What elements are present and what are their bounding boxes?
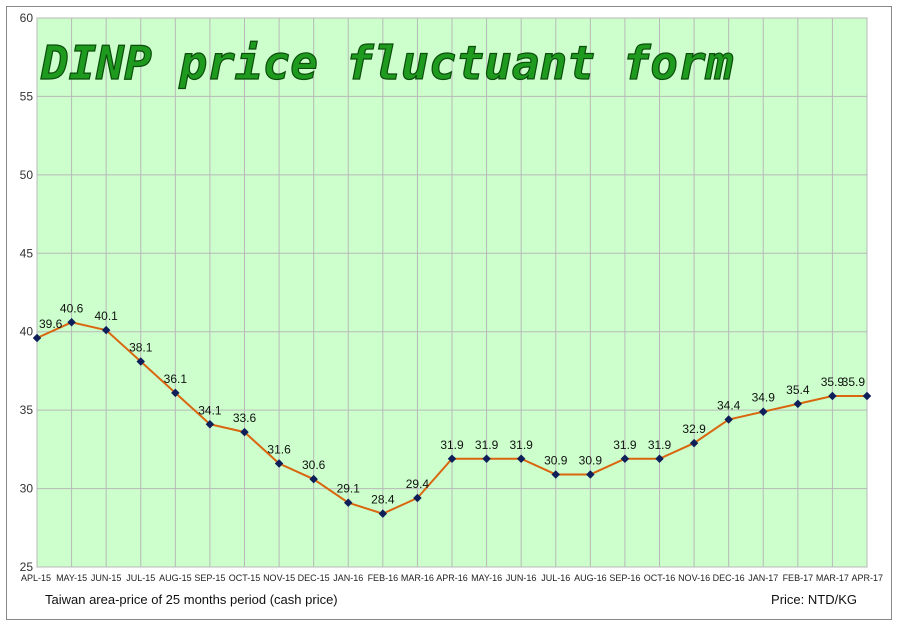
data-point <box>240 427 249 437</box>
x-tick-label: SEP-16 <box>609 573 640 583</box>
x-tick-label: APR-17 <box>851 573 883 583</box>
data-label: 35.4 <box>786 383 810 397</box>
x-tick-label: JUL-15 <box>126 573 155 583</box>
x-tick-label: DEC-16 <box>713 573 745 583</box>
chart-title: DINP price fluctuant form <box>40 36 734 90</box>
data-point <box>551 470 560 479</box>
data-label: 34.1 <box>198 403 222 417</box>
data-label: 35.9 <box>842 375 866 389</box>
data-point <box>828 391 837 401</box>
x-tick-label: JUN-16 <box>506 573 537 583</box>
x-tick-label: DEC-15 <box>298 573 330 583</box>
x-tick-label: FEB-17 <box>783 573 814 583</box>
x-tick-label: NOV-15 <box>263 573 295 583</box>
data-point <box>413 493 422 503</box>
data-point <box>274 459 284 468</box>
data-point <box>32 333 42 343</box>
y-tick-label: 25 <box>20 560 34 574</box>
x-tick-label: SEP-15 <box>194 573 225 583</box>
y-tick-label: 55 <box>20 89 34 103</box>
data-label: 34.9 <box>752 391 776 405</box>
x-axis-caption: Taiwan area-price of 25 months period (c… <box>45 592 338 607</box>
data-point <box>205 420 215 429</box>
y-tick-label: 50 <box>20 168 34 182</box>
x-tick-label: NOV-16 <box>678 573 710 583</box>
data-point <box>516 454 526 464</box>
x-tick-label: AUG-16 <box>574 573 607 583</box>
data-label: 28.4 <box>371 493 395 507</box>
x-tick-label: OCT-16 <box>644 573 676 583</box>
data-point <box>101 325 111 335</box>
data-points <box>32 318 872 518</box>
data-point <box>620 454 630 464</box>
data-label: 39.6 <box>39 317 63 331</box>
line-chart: 25 30 35 40 45 50 55 60 APL-15 MAY-15 JUN-15 JUL-1… <box>20 11 883 607</box>
data-label: 34.4 <box>717 399 741 413</box>
data-label: 35.9 <box>821 375 845 389</box>
data-label: 31.9 <box>440 438 464 452</box>
data-point <box>171 388 180 398</box>
data-label: 29.1 <box>337 482 361 496</box>
data-point <box>759 407 768 416</box>
data-label: 40.6 <box>60 301 84 315</box>
x-tick-label: AUG-15 <box>159 573 192 583</box>
data-label: 40.1 <box>94 309 118 323</box>
gridlines <box>36 17 868 568</box>
data-label: 31.9 <box>613 438 637 452</box>
x-tick-label: APL-15 <box>21 573 51 583</box>
data-label: 30.6 <box>302 458 326 472</box>
y-axis-ticks: 25 30 35 40 45 50 55 60 <box>20 11 34 574</box>
x-tick-label: FEB-16 <box>368 573 399 583</box>
x-tick-label: MAR-16 <box>401 573 434 583</box>
chart-frame: 25 30 35 40 45 50 55 60 APL-15 MAY-15 JUN-15 JUL-1… <box>6 6 892 620</box>
data-point <box>724 415 733 424</box>
x-tick-label: JUL-16 <box>541 573 570 583</box>
y-tick-label: 60 <box>20 11 34 25</box>
data-label: 30.9 <box>544 453 568 467</box>
x-tick-label: JAN-16 <box>333 573 363 583</box>
x-tick-label: MAY-15 <box>56 573 87 583</box>
data-label: 31.6 <box>267 442 291 456</box>
data-labels: 39.6 40.6 40.1 38.1 36.1 34.1 33.6 31.6 30.6 29.1… <box>39 301 865 506</box>
data-point <box>689 438 699 448</box>
x-tick-label: OCT-15 <box>229 573 261 583</box>
x-tick-label: APR-16 <box>436 573 468 583</box>
x-tick-label: JUN-15 <box>91 573 122 583</box>
data-point <box>136 357 145 366</box>
data-label: 31.9 <box>509 438 533 452</box>
y-tick-label: 35 <box>20 403 34 417</box>
data-label: 30.9 <box>579 453 603 467</box>
data-label: 31.9 <box>648 438 672 452</box>
data-point <box>447 454 457 464</box>
data-point <box>482 454 491 464</box>
x-tick-label: MAY-16 <box>471 573 502 583</box>
x-tick-label: MAR-17 <box>816 573 849 583</box>
y-tick-label: 45 <box>20 246 34 260</box>
data-point <box>378 509 388 518</box>
unit-label: Price: NTD/KG <box>771 592 857 607</box>
data-label: 33.6 <box>233 411 257 425</box>
x-axis-ticks: APL-15 MAY-15 JUN-15 JUL-15 AUG-15 SEP-15 OCT-… <box>21 573 883 583</box>
data-point <box>586 470 595 479</box>
x-tick-label: JAN-17 <box>748 573 778 583</box>
data-point <box>309 474 318 484</box>
data-point <box>344 498 353 507</box>
y-tick-label: 40 <box>20 325 34 339</box>
data-point <box>655 454 664 464</box>
data-point <box>862 391 872 401</box>
data-label: 29.4 <box>406 477 430 491</box>
data-label: 38.1 <box>129 341 153 355</box>
y-tick-label: 30 <box>20 482 34 496</box>
data-label: 31.9 <box>475 438 499 452</box>
data-point <box>793 399 803 409</box>
data-label: 32.9 <box>682 422 706 436</box>
data-label: 36.1 <box>164 372 188 386</box>
